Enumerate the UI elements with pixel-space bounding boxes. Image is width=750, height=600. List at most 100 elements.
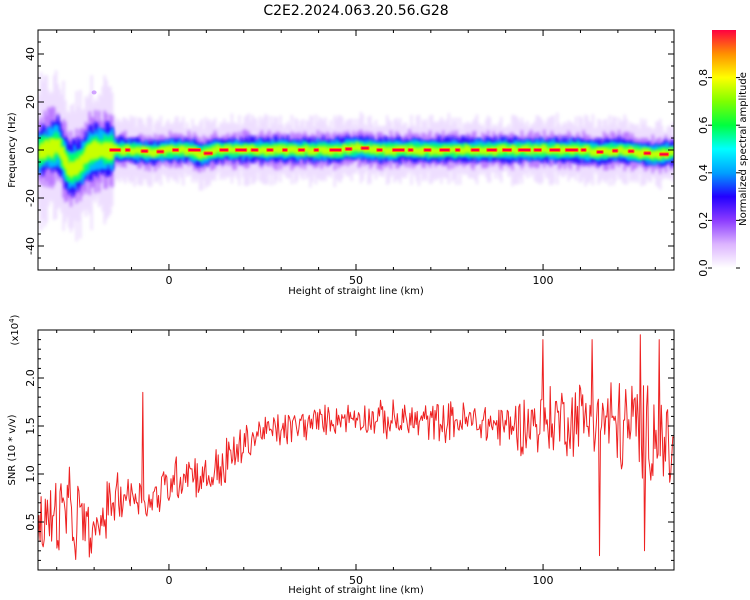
spectrogram-heat-layer (38, 70, 674, 242)
spectrogram-cell (292, 146, 295, 154)
spectrogram-cell (619, 145, 623, 152)
spectrogram-cell (211, 146, 215, 155)
spectrogram-peak-core (392, 149, 404, 151)
spectrogram-cell (356, 141, 359, 151)
spectrogram-cell (357, 144, 361, 153)
spectrogram-cell (352, 145, 355, 152)
spectrogram-peak-core (345, 148, 352, 151)
spectrogram-cell (277, 145, 280, 155)
spectrogram-peak-core (220, 149, 228, 151)
spectrogram-cell (417, 148, 421, 155)
spectrogram-cell (559, 148, 563, 156)
snr-exponent: (x104) (8, 314, 21, 345)
spectrogram-cell (350, 142, 353, 152)
spectrogram-cell (413, 147, 417, 155)
colorbar-ticks: 0.0 0.2 0.4 0.6 0.8 (697, 69, 740, 277)
spectrogram-cell (56, 138, 60, 154)
spectrogram-cell (610, 148, 613, 156)
spectrogram-cell (228, 144, 232, 153)
spectrogram-cell (653, 151, 656, 157)
spectrogram-cell (430, 147, 434, 156)
snr-exponent-label: (x10 (10, 323, 21, 346)
spectrogram-ylabel: Frequency (Hz) (7, 112, 18, 188)
spectrogram-cell (62, 146, 65, 167)
spectrogram-cell (167, 146, 170, 154)
spectrogram-cell (531, 148, 535, 155)
spectrogram-cell (419, 146, 423, 156)
spectrogram-peak-core (172, 149, 179, 151)
spectrogram-cell (92, 140, 95, 161)
spectrogram-cell (69, 160, 73, 179)
snr-plot-area (38, 330, 674, 570)
spectrogram-cell (589, 149, 593, 157)
spectrogram-cell (150, 150, 153, 156)
spectrogram-cell (544, 146, 548, 153)
spectrogram-cell (638, 149, 641, 159)
spectrogram-cell (38, 145, 41, 160)
spectrogram-ytick-label: 40 (24, 47, 37, 61)
spectrogram-cell (468, 145, 471, 154)
spectrogram-cell (500, 145, 503, 155)
spectrogram-cell (318, 145, 322, 152)
spectrogram-cell (39, 142, 43, 160)
spectrogram-cell (466, 145, 469, 153)
spectrogram-cell (342, 143, 346, 153)
spectrogram-cell (213, 148, 217, 155)
spectrogram-xlabel: Height of straight line (km) (288, 286, 424, 297)
spectrogram-cell (453, 145, 456, 152)
spectrogram-cell (264, 146, 267, 156)
colorbar-gradient (712, 30, 736, 268)
spectrogram-peak-core (550, 149, 560, 151)
spectrogram-cell (634, 148, 638, 156)
spectrogram-cell (370, 146, 374, 154)
spectrogram-cell (137, 146, 140, 154)
spectrogram-cell (66, 156, 69, 176)
spectrogram-cell (546, 148, 550, 155)
spectrogram-cell (247, 145, 250, 154)
spectrogram-peak-core (361, 147, 369, 150)
spectrogram-ytick-label: -40 (24, 237, 37, 255)
snr-ytick-label: 1.5 (24, 417, 37, 435)
spectrogram-cell (290, 145, 293, 153)
spectrogram-cell (286, 147, 290, 155)
snr-xtick-label: 0 (165, 574, 172, 587)
spectrogram-peak-core (534, 149, 541, 151)
spectrogram-cell (587, 146, 591, 153)
spectrogram-peak-core (660, 153, 669, 156)
spectrogram-cell (294, 144, 297, 154)
spectrogram-cell (81, 155, 84, 171)
spectrogram-peak-core (440, 149, 450, 151)
spectrogram-peak-core (471, 149, 479, 151)
spectrogram-cell (384, 147, 387, 156)
spectrogram-peak-core (628, 150, 634, 153)
spectrogram-cell (185, 146, 189, 156)
colorbar-tick-label: 0.2 (697, 212, 710, 230)
spectrogram-cell (636, 149, 640, 157)
figure-title: C2E2.2024.063.20.56.G28 (263, 3, 448, 19)
spectrogram-cell (41, 144, 45, 158)
spectrogram-peak-core (455, 149, 460, 151)
spectrogram-xtick-label: 0 (165, 274, 172, 287)
spectrogram-cell (649, 152, 653, 159)
spectrogram-peak-core (644, 152, 651, 155)
spectrogram-peak-core (298, 149, 305, 151)
snr-series-line (38, 334, 674, 560)
spectrogram-cell (449, 147, 452, 153)
spectrogram-cell (320, 146, 323, 153)
snr-ytick-label: 1.0 (24, 465, 37, 483)
spectrogram-peak-core (424, 149, 431, 151)
spectrogram-cell (163, 147, 166, 156)
colorbar-tick-label: 0.0 (697, 259, 710, 277)
colorbar-tick-label: 0.4 (697, 164, 710, 182)
spectrogram-peak-core (377, 149, 382, 151)
colorbar-label: Normalized spectral amplitude (738, 72, 749, 226)
spectrogram-cell (135, 146, 138, 154)
spectrogram-cell (86, 144, 90, 163)
spectrogram-cell (97, 141, 101, 158)
spectrogram-cell (655, 150, 658, 158)
spectrogram-cell (651, 150, 655, 159)
spectrogram-peak-core (597, 151, 603, 154)
spectrogram-cell (354, 144, 357, 151)
spectrogram-cell (670, 148, 673, 155)
spectrogram-cell (625, 147, 628, 157)
